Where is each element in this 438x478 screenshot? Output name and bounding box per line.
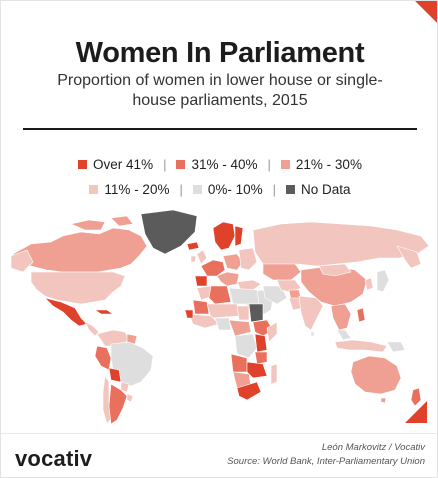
region-korea xyxy=(364,277,374,291)
region-libya-egypt xyxy=(228,287,260,305)
region-chad xyxy=(236,305,250,321)
world-map xyxy=(10,209,430,425)
region-west-africa xyxy=(188,313,220,329)
legend-item-over-41: Over 41% xyxy=(78,157,153,172)
region-east-africa xyxy=(254,333,268,353)
region-argentina xyxy=(108,383,128,425)
region-ireland xyxy=(190,255,197,263)
page-subtitle: Proportion of women in lower house or si… xyxy=(57,72,383,109)
region-drc xyxy=(234,333,258,359)
region-papua xyxy=(386,341,406,353)
region-brazil xyxy=(110,341,154,387)
region-central-europe xyxy=(222,253,244,271)
region-zambia-moz xyxy=(246,361,268,379)
region-scandinavia xyxy=(212,221,236,251)
region-mali-niger xyxy=(206,303,240,319)
region-mexico xyxy=(44,297,88,327)
legend-item-11-20: 11% - 20% xyxy=(89,182,169,197)
region-usa xyxy=(30,271,126,305)
region-greenland xyxy=(140,209,198,255)
region-uk xyxy=(196,249,208,265)
legend-label: Over 41% xyxy=(93,157,154,172)
region-western-europe xyxy=(200,259,226,277)
region-alaska xyxy=(10,249,34,273)
region-ecuador-peru xyxy=(94,345,112,371)
legend-separator: | xyxy=(179,182,183,197)
region-canada-islands xyxy=(70,215,134,231)
region-south-africa xyxy=(236,381,262,401)
legend-item-0-10: 0%- 10% xyxy=(192,182,263,197)
legend-label: 31% - 40% xyxy=(191,157,258,172)
legend-label: 11% - 20% xyxy=(104,182,170,197)
credit-source: Source: World Bank, Inter-Parliamentary … xyxy=(227,456,425,467)
legend-label: No Data xyxy=(301,182,351,197)
legend-row-1: Over 41% | 31% - 40% | 21% - 30% xyxy=(1,157,438,172)
legend-item-no-data: No Data xyxy=(286,182,351,197)
legend-row-2: 11% - 20% | 0%- 10% | No Data xyxy=(1,182,438,197)
region-cuba xyxy=(94,309,114,315)
region-tasmania xyxy=(380,397,387,404)
region-madagascar xyxy=(270,363,278,385)
region-tanzania xyxy=(254,351,268,365)
legend-separator: | xyxy=(272,182,277,197)
legend-label: 21% - 30% xyxy=(295,157,362,172)
legend-item-21-30: 21% - 30% xyxy=(280,157,362,172)
region-new-zealand xyxy=(410,387,422,407)
legend-swatch xyxy=(78,160,88,169)
title-divider xyxy=(23,128,417,130)
region-finland xyxy=(234,225,244,247)
region-malaysia xyxy=(336,329,352,341)
region-india xyxy=(298,295,324,331)
region-bolivia xyxy=(108,367,122,383)
region-russia-east xyxy=(396,245,422,269)
credit-author: León Markovitz / Vocativ xyxy=(321,442,425,453)
region-nigeria xyxy=(214,317,232,331)
region-canada xyxy=(12,227,148,273)
region-turkey xyxy=(236,279,262,291)
region-italy-balkans xyxy=(216,271,240,287)
legend-swatch xyxy=(286,185,296,194)
region-guianas xyxy=(126,333,138,345)
legend-swatch xyxy=(176,160,186,169)
region-philippines xyxy=(356,307,366,323)
legend-label: 0%- 10% xyxy=(207,182,263,197)
page-title: Women In Parliament xyxy=(75,37,365,69)
legend-separator: | xyxy=(267,157,271,172)
region-sri-lanka xyxy=(310,331,315,337)
region-russia xyxy=(252,221,430,267)
region-iran xyxy=(262,285,288,305)
region-japan xyxy=(376,269,390,293)
legend-swatch xyxy=(192,185,202,194)
region-mongolia xyxy=(318,263,352,277)
region-sudan xyxy=(248,303,264,323)
legend-separator: | xyxy=(163,157,167,172)
region-mauritania xyxy=(192,299,210,315)
credit-block: León Markovitz / Vocativ Source: World B… xyxy=(227,441,425,469)
region-kazakhstan xyxy=(262,263,302,281)
footer-divider xyxy=(1,433,438,434)
region-iberia xyxy=(194,275,208,287)
region-algeria xyxy=(208,285,232,305)
corner-fold-bottom-icon xyxy=(405,401,427,423)
legend-swatch xyxy=(280,160,290,169)
legend-item-31-40: 31% - 40% xyxy=(176,157,258,172)
legend-swatch xyxy=(89,185,99,194)
region-indonesia xyxy=(334,339,388,353)
region-paraguay xyxy=(120,381,130,393)
brand-logo: vocativ xyxy=(15,446,93,471)
region-chile xyxy=(102,375,112,425)
region-eastern-europe xyxy=(238,247,258,271)
region-australia xyxy=(350,355,402,395)
region-somalia xyxy=(266,321,278,343)
region-iceland xyxy=(186,241,200,251)
region-indochina xyxy=(330,303,352,331)
region-senegal xyxy=(184,309,194,319)
region-uruguay xyxy=(126,393,134,403)
region-cameroon-car xyxy=(228,319,252,337)
corner-fold-icon xyxy=(415,1,437,23)
